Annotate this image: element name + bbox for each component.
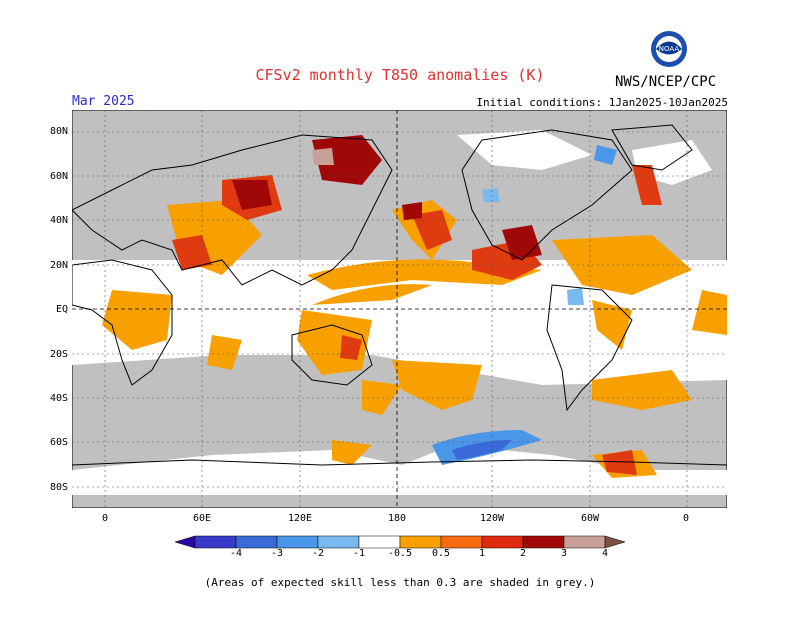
- footnote: (Areas of expected skill less than 0.3 a…: [204, 576, 596, 589]
- north-america-outline: [461, 129, 633, 261]
- greenland-outline: [611, 124, 693, 171]
- colorbar-label: 1: [478, 548, 486, 559]
- colorbar-arrow-low: [175, 535, 196, 549]
- colorbar-label: 3: [560, 548, 568, 559]
- south-america-outline: [546, 284, 633, 412]
- colorbar-cell: [481, 535, 524, 549]
- lon-label-120e: 120E: [287, 513, 313, 524]
- agency-label: NWS/NCEP/CPC: [615, 74, 717, 90]
- lat-label-20n: 20N: [49, 260, 68, 271]
- colorbar-label: 4: [601, 548, 609, 559]
- siberia-darkred: [312, 135, 382, 185]
- lat-label-20s: 20S: [49, 349, 68, 360]
- australia-outline: [291, 324, 373, 386]
- colorbar-arrow-high: [604, 535, 625, 549]
- colorbar-cell: [563, 535, 606, 549]
- lat-label-40n: 40N: [49, 215, 68, 226]
- colorbar: [175, 535, 625, 549]
- colorbar-label: 0.5: [431, 548, 451, 559]
- north-atlantic-red: [632, 165, 662, 205]
- south-america-warm: [592, 300, 632, 350]
- colorbar-label: -3: [270, 548, 284, 559]
- lat-label-eq: EQ: [55, 304, 68, 315]
- colorbar-cell: [235, 535, 278, 549]
- colorbar-cell: [194, 535, 237, 549]
- lat-label-80n: 80N: [49, 126, 68, 137]
- noaa-logo-text: NOAA: [659, 45, 680, 53]
- lat-label-60n: 60N: [49, 171, 68, 182]
- south-atlantic-warm: [592, 370, 692, 410]
- colorbar-cell: [276, 535, 319, 549]
- gulf-cold: [482, 188, 500, 202]
- southern-ocean-warm: [362, 380, 402, 415]
- anomaly-map: [72, 110, 727, 508]
- east-atlantic-warm: [692, 290, 727, 335]
- lon-label-0-east: 0: [682, 513, 690, 524]
- forecast-month: Mar 2025: [72, 94, 135, 109]
- colorbar-cell: [317, 535, 360, 549]
- antarctic-white: [72, 445, 727, 495]
- lat-label-80s: 80S: [49, 482, 68, 493]
- eurasia-outline: [72, 134, 393, 286]
- canada-cold: [594, 145, 617, 165]
- arctic-white: [457, 130, 592, 170]
- lat-label-60s: 60S: [49, 437, 68, 448]
- pacific-darkred: [402, 202, 422, 220]
- lat-label-40s: 40S: [49, 393, 68, 404]
- colorbar-label: -0.5: [387, 548, 413, 559]
- colorbar-label: -4: [229, 548, 243, 559]
- colorbar-cell: [358, 535, 401, 549]
- central-asia-darkred: [232, 180, 272, 210]
- south-atlantic-red: [602, 450, 637, 475]
- colorbar-cell: [522, 535, 565, 549]
- australia-red: [340, 335, 362, 360]
- southern-ocean-cold-core: [452, 440, 512, 460]
- gridlines: [72, 110, 727, 508]
- colorbar-label: 2: [519, 548, 527, 559]
- initial-conditions: Initial conditions: 1Jan2025-10Jan2025: [476, 96, 728, 109]
- lon-label-60e: 60E: [192, 513, 212, 524]
- africa-warm: [102, 290, 172, 350]
- siberia-brown: [312, 148, 334, 165]
- lon-label-180: 180: [387, 513, 407, 524]
- lon-label-120w: 120W: [479, 513, 505, 524]
- lon-label-0: 0: [101, 513, 109, 524]
- north-america-darkred: [502, 225, 542, 260]
- colorbar-cell: [399, 535, 442, 549]
- noaa-logo: NOAA: [651, 31, 687, 67]
- chart-title: CFSv2 monthly T850 anomalies (K): [255, 66, 545, 84]
- colorbar-label: -1: [352, 548, 366, 559]
- antarctica-outline: [72, 459, 727, 466]
- far-south-warm: [332, 440, 372, 465]
- equatorial-warm: [312, 284, 432, 305]
- colorbar-cell: [440, 535, 483, 549]
- west-australia-warm: [207, 335, 242, 370]
- south-pacific-warm: [392, 360, 482, 410]
- colorbar-label: -2: [311, 548, 325, 559]
- lon-label-60w: 60W: [580, 513, 600, 524]
- south-america-cold: [567, 288, 584, 305]
